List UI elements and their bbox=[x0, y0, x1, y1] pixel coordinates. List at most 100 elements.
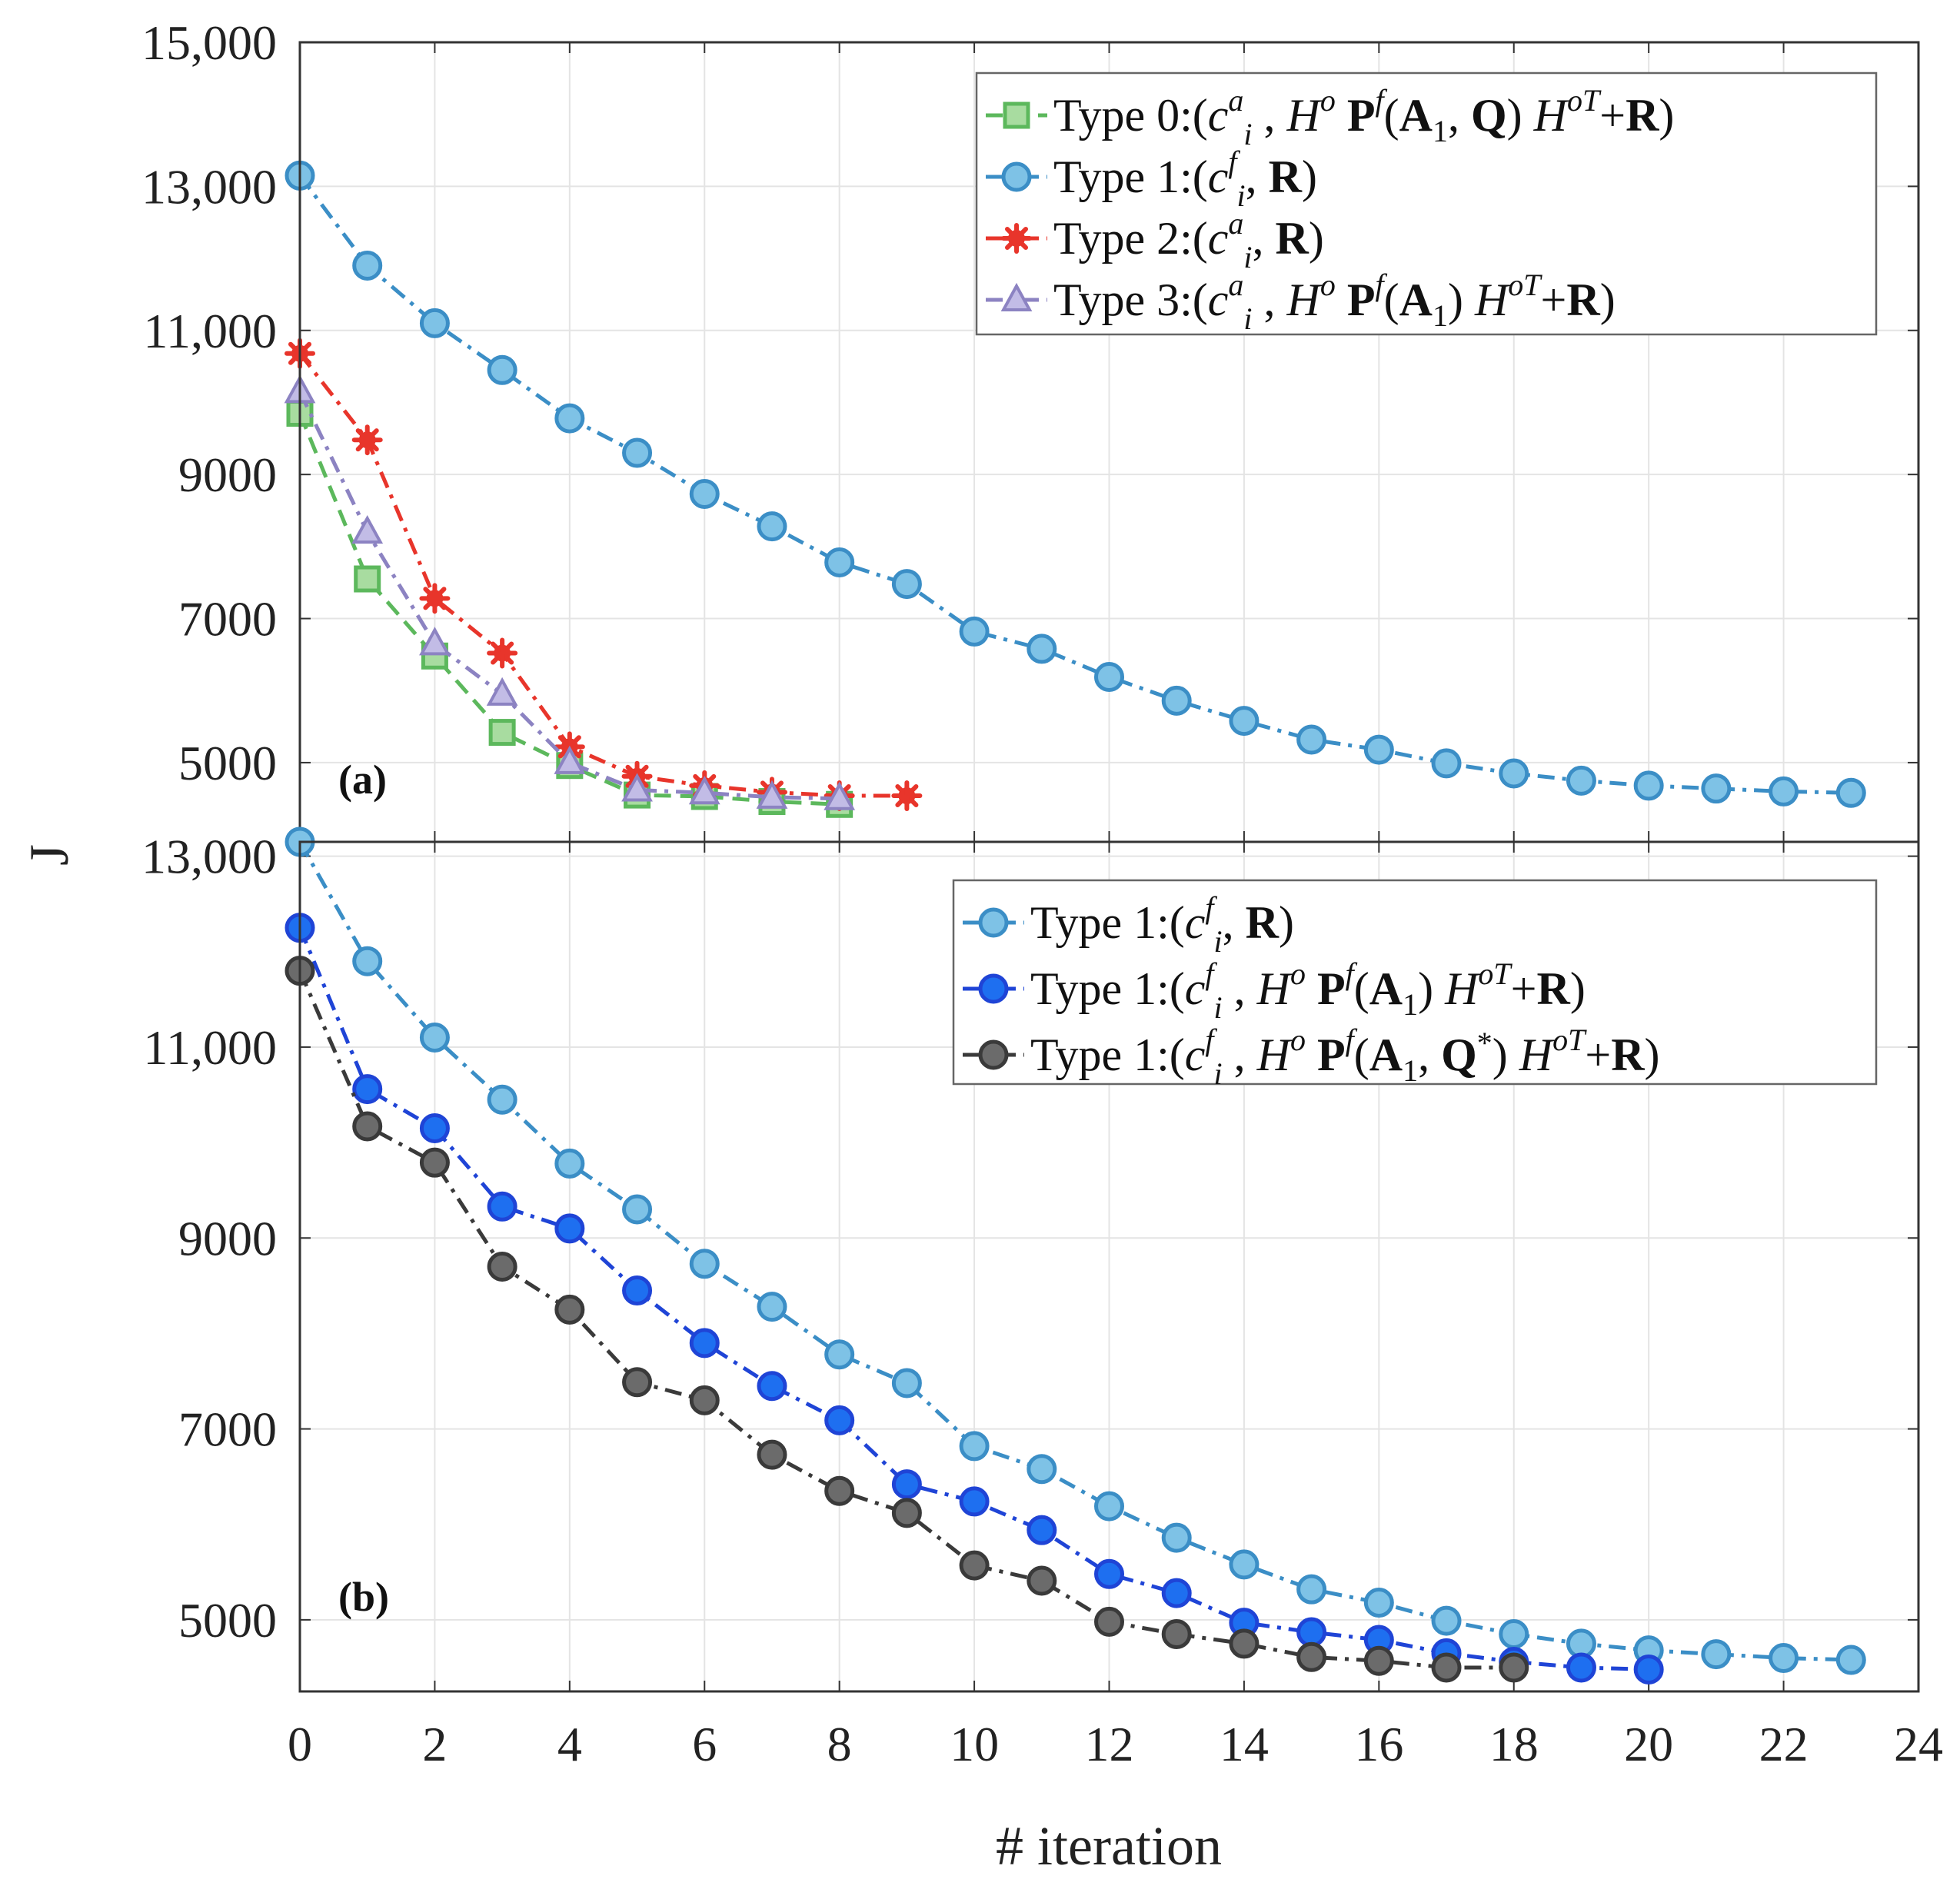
data-point-b-2 bbox=[1027, 1565, 1057, 1596]
data-point-b-0 bbox=[824, 1339, 855, 1370]
data-point-b-2 bbox=[554, 1294, 585, 1325]
series-line-a-3 bbox=[298, 391, 840, 801]
data-point-b-1 bbox=[824, 1405, 855, 1435]
data-point-a-1 bbox=[487, 354, 517, 385]
x-tick-label: 2 bbox=[422, 1717, 447, 1771]
data-point-b-0 bbox=[487, 1084, 517, 1115]
data-point-a-3 bbox=[688, 776, 720, 805]
x-tick-label: 20 bbox=[1624, 1717, 1673, 1771]
data-point-a-3 bbox=[419, 627, 451, 656]
y-tick-label: 5000 bbox=[178, 736, 277, 790]
y-ticks-b: 5000 7000 9000 11,000 13,000 bbox=[141, 830, 277, 1648]
x-tick-label: 4 bbox=[557, 1717, 582, 1771]
legend-entry-type-1-c-i-f-h-o-p-f: Type 1:(cfi , Ho Pf(A1, Q*) HoT+R) bbox=[1030, 1023, 1660, 1091]
data-point-a-1 bbox=[1566, 765, 1596, 796]
y-ticks-a: 5000 7000 9000 11,000 13,000 15,000 bbox=[141, 15, 277, 790]
data-point-b-1 bbox=[959, 1486, 990, 1517]
y-tick-label: 13,000 bbox=[141, 159, 277, 214]
legend-entry-type-1-c-i-f-h-o-p-f: Type 1:(cfi , Ho Pf(A1) HoT+R) bbox=[1030, 956, 1586, 1025]
data-point-b-0 bbox=[959, 1431, 990, 1462]
data-point-b-1 bbox=[689, 1328, 720, 1359]
legend-marker bbox=[1000, 282, 1033, 311]
data-point-b-0 bbox=[1094, 1491, 1124, 1522]
data-point-a-1 bbox=[959, 616, 990, 647]
data-point-a-1 bbox=[1229, 706, 1260, 737]
data-point-b-2 bbox=[891, 1498, 922, 1528]
x-tick-label: 18 bbox=[1489, 1717, 1539, 1771]
data-point-b-0 bbox=[1363, 1588, 1394, 1618]
x-tick-label: 10 bbox=[950, 1717, 999, 1771]
data-point-a-3 bbox=[554, 745, 586, 774]
data-point-a-1 bbox=[824, 547, 855, 577]
data-point-b-2 bbox=[419, 1147, 450, 1178]
x-tick-label: 12 bbox=[1085, 1717, 1134, 1771]
panel-b-frame bbox=[298, 840, 1920, 1693]
data-point-b-1 bbox=[757, 1371, 787, 1402]
data-point-b-2 bbox=[757, 1439, 787, 1470]
data-point-b-0 bbox=[1769, 1643, 1799, 1674]
data-point-b-0 bbox=[419, 1023, 450, 1053]
legend-marker bbox=[1001, 223, 1032, 254]
x-ticks: 0 2 4 6 8 10 12 14 16 18 20 22 24 bbox=[288, 1717, 1943, 1771]
panel-a: 5000 7000 9000 11,000 13,000 15,000 (a) Type … bbox=[141, 15, 1920, 843]
data-point-b-1 bbox=[1094, 1558, 1124, 1589]
data-point-a-3 bbox=[756, 780, 788, 809]
data-point-b-0 bbox=[1161, 1522, 1192, 1553]
x-axis-title: # iteration bbox=[996, 1815, 1222, 1877]
data-point-a-1 bbox=[622, 437, 653, 468]
data-point-a-1 bbox=[1633, 770, 1664, 801]
x-tick-label: 0 bbox=[288, 1717, 312, 1771]
data-point-b-2 bbox=[622, 1367, 653, 1398]
data-point-a-1 bbox=[1027, 634, 1057, 664]
x-tick-label: 8 bbox=[827, 1717, 852, 1771]
data-point-b-2 bbox=[1161, 1619, 1192, 1650]
legend-entry-type-2-c-i-a-r: Type 2:(cai, R) bbox=[1053, 206, 1324, 274]
y-tick-label: 13,000 bbox=[141, 830, 277, 884]
data-point-b-1 bbox=[1633, 1654, 1664, 1684]
data-point-b-2 bbox=[824, 1475, 855, 1506]
data-point-b-0 bbox=[352, 946, 383, 976]
data-point-b-0 bbox=[1499, 1619, 1529, 1650]
data-point-a-1 bbox=[1431, 748, 1462, 779]
data-point-b-2 bbox=[1431, 1652, 1462, 1683]
y-tick-label: 9000 bbox=[178, 1211, 277, 1265]
data-point-a-0 bbox=[488, 719, 516, 747]
data-point-a-1 bbox=[352, 250, 383, 281]
data-point-b-0 bbox=[1431, 1605, 1462, 1636]
legend-entry-type-1-c-i-f-r: Type 1:(cfi, R) bbox=[1053, 145, 1317, 213]
data-point-b-1 bbox=[1566, 1652, 1596, 1683]
data-point-a-3 bbox=[351, 514, 384, 544]
y-tick-label: 9000 bbox=[178, 447, 277, 502]
panel-b: 5000 7000 9000 11,000 13,000 (b) Type 1:(cfi… bbox=[141, 826, 1920, 1693]
data-point-b-0 bbox=[1296, 1574, 1327, 1605]
data-point-b-1 bbox=[891, 1469, 922, 1500]
x-tick-label: 14 bbox=[1220, 1717, 1269, 1771]
y-tick-label: 11,000 bbox=[143, 304, 277, 358]
legend-a: Type 0:(cai , Ho Pf(A1, Q) HoT+R)Type 1:… bbox=[975, 72, 1878, 336]
series-b bbox=[285, 826, 1866, 1684]
data-point-a-1 bbox=[689, 478, 720, 509]
data-point-b-2 bbox=[352, 1111, 383, 1142]
data-point-b-1 bbox=[1027, 1515, 1057, 1545]
series-line-a-2 bbox=[298, 352, 907, 798]
data-point-b-2 bbox=[959, 1550, 990, 1581]
data-point-a-1 bbox=[1161, 685, 1192, 716]
data-point-b-1 bbox=[487, 1191, 517, 1222]
data-point-a-2 bbox=[419, 583, 451, 614]
data-point-b-2 bbox=[1094, 1606, 1124, 1637]
legend-b: Type 1:(cfi, R)Type 1:(cfi , Ho Pf(A1) H… bbox=[952, 879, 1878, 1091]
data-point-b-0 bbox=[1701, 1639, 1732, 1670]
data-point-b-1 bbox=[352, 1074, 383, 1105]
data-point-b-2 bbox=[1229, 1628, 1260, 1659]
panel-a-label: (a) bbox=[338, 757, 387, 803]
legend-entry-type-0-c-i-a-h-o-p-f: Type 0:(cai , Ho Pf(A1, Q) HoT+R) bbox=[1053, 83, 1674, 151]
y-tick-label: 5000 bbox=[178, 1593, 277, 1648]
data-point-b-1 bbox=[554, 1213, 585, 1244]
data-point-a-1 bbox=[554, 403, 585, 434]
x-tick-label: 6 bbox=[692, 1717, 717, 1771]
data-point-b-0 bbox=[891, 1368, 922, 1398]
legend-entry-type-1-c-i-f-r: Type 1:(cfi, R) bbox=[1030, 890, 1294, 959]
data-point-b-2 bbox=[487, 1252, 517, 1282]
data-point-a-1 bbox=[1835, 777, 1866, 808]
